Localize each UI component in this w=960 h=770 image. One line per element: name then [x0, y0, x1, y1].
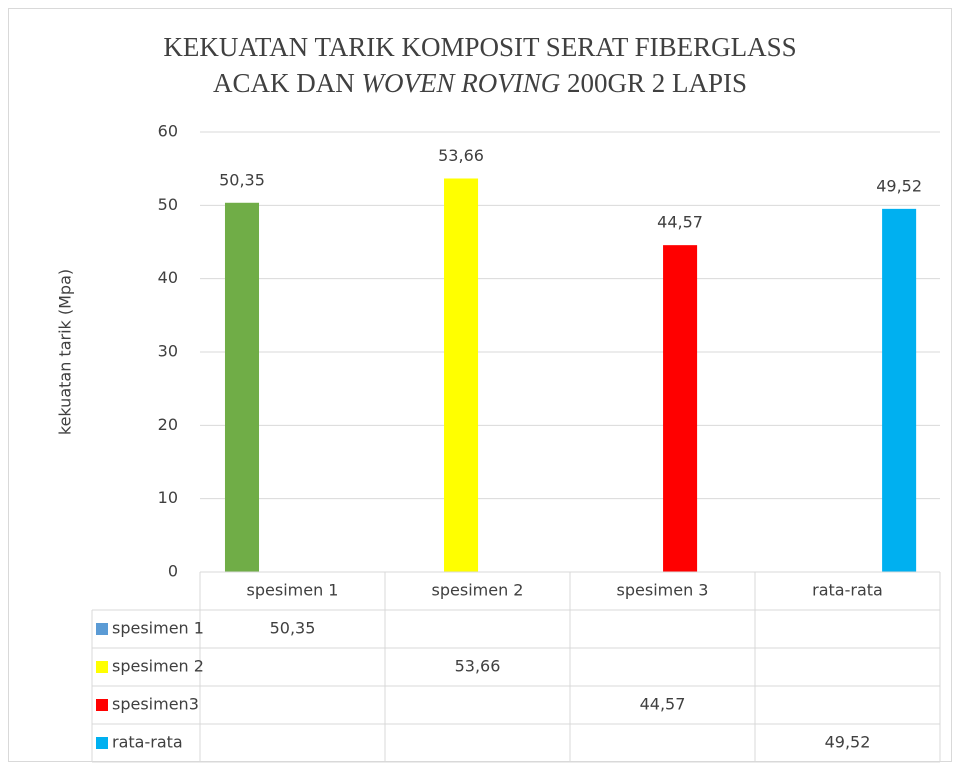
data-label: 53,66	[438, 146, 484, 165]
legend-label: spesimen 2	[112, 657, 204, 676]
chart-title: KEKUATAN TARIK KOMPOSIT SERAT FIBERGLASS	[163, 32, 796, 62]
bar	[444, 178, 479, 572]
y-tick-label: 60	[158, 122, 178, 141]
chart-border	[8, 8, 952, 762]
chart-title: ACAK DAN WOVEN ROVING 200GR 2 LAPIS	[213, 68, 747, 98]
legend-key	[96, 661, 108, 673]
y-axis-label: kekuatan tarik (Mpa)	[56, 269, 75, 435]
x-tick-label: spesimen 3	[617, 581, 709, 600]
legend-label: spesimen3	[112, 695, 199, 714]
legend-key	[96, 623, 108, 635]
table-value: 44,57	[640, 695, 686, 714]
y-tick-label: 40	[158, 268, 178, 287]
table-value: 53,66	[455, 657, 501, 676]
title-part: KEKUATAN TARIK KOMPOSIT SERAT FIBERGLASS	[163, 32, 796, 62]
legend-label: rata-rata	[112, 733, 183, 752]
bar	[224, 202, 260, 572]
x-tick-label: spesimen 2	[432, 581, 524, 600]
title-part: ACAK DAN	[213, 68, 355, 98]
title-part: WOVEN ROVING	[362, 68, 561, 98]
y-tick-label: 10	[158, 488, 178, 507]
x-tick-label: spesimen 1	[247, 581, 339, 600]
title-part: 200GR 2 LAPIS	[567, 68, 747, 98]
data-label: 49,52	[876, 176, 922, 195]
bar	[882, 208, 917, 572]
x-tick-label: rata-rata	[812, 581, 883, 600]
legend-label: spesimen 1	[112, 619, 204, 638]
data-label: 44,57	[657, 213, 703, 232]
table-value: 49,52	[825, 733, 871, 752]
y-tick-label: 0	[168, 562, 178, 581]
table-value: 50,35	[270, 619, 316, 638]
legend-key	[96, 699, 108, 711]
y-tick-label: 20	[158, 415, 178, 434]
y-tick-label: 30	[158, 342, 178, 361]
bar	[663, 245, 698, 573]
y-tick-label: 50	[158, 195, 178, 214]
data-label: 50,35	[219, 170, 265, 189]
legend-key	[96, 737, 108, 749]
